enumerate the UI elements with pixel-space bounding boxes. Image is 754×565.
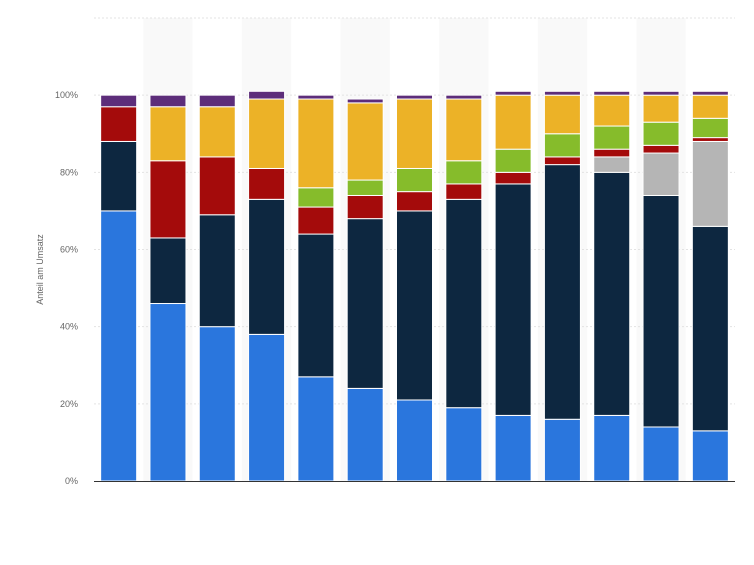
bar-segment: [297, 94, 335, 100]
bar-segment: [346, 387, 384, 482]
bar-segment: [149, 303, 187, 482]
bar-segment: [149, 94, 187, 108]
bar-segment: [445, 94, 483, 100]
bar-segment: [396, 191, 433, 212]
y-tick-label: 60%: [60, 245, 78, 255]
bar-segment: [642, 144, 680, 154]
bar-segment: [248, 98, 286, 169]
bar-segment: [593, 125, 631, 150]
bar-segment: [248, 167, 286, 200]
bar-segment: [593, 148, 631, 158]
bar-segment: [248, 333, 286, 482]
bar-segment: [691, 94, 729, 119]
bar-segment: [642, 194, 680, 428]
bar-segment: [297, 206, 335, 235]
bar-segment: [297, 233, 335, 378]
y-tick-label: 0%: [65, 476, 78, 486]
bar-segment: [100, 94, 138, 108]
bar-segment: [297, 98, 335, 189]
bar-segment: [642, 426, 680, 482]
bar-segment: [396, 210, 433, 401]
bar-segment: [100, 106, 138, 142]
bar-segment: [396, 399, 433, 482]
bar-segment: [691, 90, 729, 96]
bar-segment: [494, 171, 532, 185]
bar-segment: [149, 237, 187, 305]
bar-segment: [543, 164, 581, 420]
bar-segment: [494, 183, 532, 416]
bar-segment: [248, 90, 286, 100]
bar-segment: [248, 198, 286, 335]
bar-segment: [642, 94, 680, 123]
bar-segment: [445, 198, 483, 409]
y-axis-ticks: 0% 20% 40% 60% 80% 100%: [55, 90, 78, 486]
bar-segment: [691, 137, 729, 142]
bar-segment: [593, 90, 631, 96]
bar-segment: [149, 160, 187, 239]
bar-segment: [100, 140, 138, 212]
bar-segment: [593, 94, 631, 127]
bar-segment: [593, 171, 631, 416]
bar-segment: [346, 194, 384, 220]
bar-segment: [346, 218, 384, 389]
bar-segment: [100, 210, 138, 482]
bar-segment: [494, 414, 532, 482]
bar-segment: [642, 121, 680, 146]
bar-segment: [198, 156, 236, 216]
bar-segment: [396, 167, 433, 193]
bar-segment: [494, 94, 532, 150]
y-tick-label: 40%: [60, 322, 78, 332]
y-tick-label: 100%: [55, 90, 78, 100]
bar-segment: [543, 133, 581, 158]
bar-segment: [346, 102, 384, 181]
bar-segment: [198, 214, 236, 328]
bar-segment: [297, 376, 335, 482]
bar-segment: [642, 90, 680, 96]
y-tick-label: 80%: [60, 167, 78, 177]
bar-segment: [445, 183, 483, 200]
bar-segment: [642, 152, 680, 196]
bar-segment: [691, 140, 729, 227]
bar-segment: [593, 156, 631, 173]
bar-segment: [543, 156, 581, 166]
bar-segment: [691, 225, 729, 432]
bar-segment: [346, 98, 384, 104]
bar-segment: [445, 98, 483, 162]
bar-segment: [543, 90, 581, 96]
bar-segment: [346, 179, 384, 196]
bar-segment: [198, 106, 236, 158]
bar-segment: [198, 94, 236, 108]
y-axis-title: Anteil am Umsatz: [35, 234, 45, 305]
bar-segment: [297, 187, 335, 208]
bar-segment: [543, 418, 581, 482]
bar-segment: [149, 106, 187, 162]
bar-segment: [494, 148, 532, 173]
bar-segment: [198, 326, 236, 482]
bar-segment: [543, 94, 581, 135]
bar-segment: [396, 98, 433, 169]
bar-segment: [691, 430, 729, 482]
y-tick-label: 20%: [60, 399, 78, 409]
bar-segment: [396, 94, 433, 100]
bar-segment: [593, 414, 631, 482]
bar-segment: [445, 160, 483, 185]
bar-stacks: [100, 90, 729, 482]
bar-segment: [691, 117, 729, 139]
bar-segment: [445, 407, 483, 482]
bar-segment: [494, 90, 532, 96]
